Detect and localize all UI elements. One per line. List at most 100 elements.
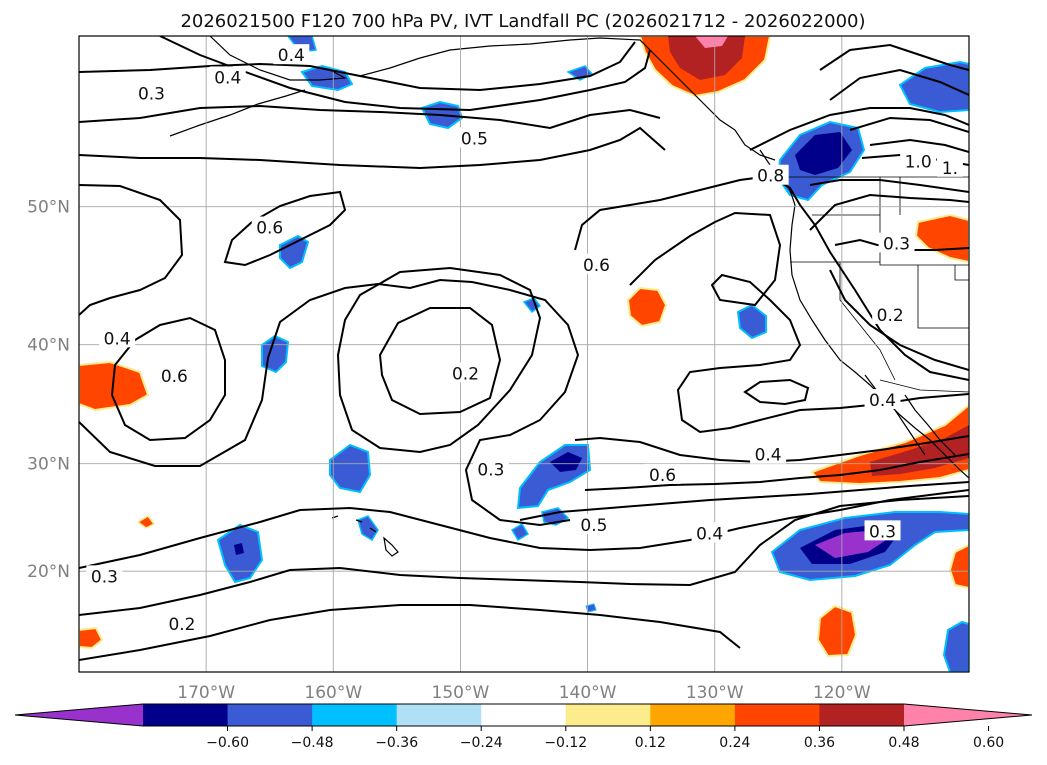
contour-label-bg bbox=[209, 66, 246, 87]
longitude-tick-labels: 170°W 160°W 150°W 140°W 130°W 120°W bbox=[177, 683, 871, 703]
colorbar-segment bbox=[734, 704, 820, 726]
contour-label: 0.4 bbox=[869, 391, 896, 411]
colorbar-segment bbox=[312, 704, 398, 726]
lat-tick-label: 40°N bbox=[27, 336, 70, 356]
contour-0.4-loop bbox=[743, 378, 810, 406]
shaded-negative-163w-43n bbox=[279, 234, 310, 270]
colorbar-outline bbox=[14, 703, 1033, 727]
contour-label: 0.5 bbox=[461, 129, 488, 149]
contour-label-bg bbox=[644, 463, 681, 484]
contour-label-bg bbox=[99, 327, 136, 348]
shaded-positive-alaska-peak bbox=[695, 36, 728, 48]
contour-0.4-west bbox=[79, 184, 184, 316]
border-ca-nv bbox=[839, 262, 896, 381]
contour-label-bg bbox=[864, 389, 901, 410]
contour-label: 0.4 bbox=[104, 329, 131, 349]
shaded-negative-112w-10n bbox=[942, 620, 969, 672]
contour-label-bg bbox=[578, 253, 615, 274]
shaded-negative-central23-core bbox=[550, 452, 582, 472]
border-states-4 bbox=[917, 265, 969, 329]
contour-label-bg bbox=[447, 362, 484, 383]
contour-label-bg bbox=[273, 44, 310, 65]
coastlines bbox=[169, 36, 969, 557]
shaded-positive-small bbox=[136, 515, 156, 529]
shaded-positive-east43 bbox=[914, 213, 969, 264]
lon-tick-label: 170°W bbox=[177, 683, 235, 703]
colorbar-tick-label: 0.36 bbox=[804, 735, 835, 751]
shaded-negative-157w-26n bbox=[329, 443, 372, 494]
lon-tick-label: 150°W bbox=[432, 683, 490, 703]
contour-label: 0.4 bbox=[214, 68, 241, 88]
contour-0.8-north bbox=[829, 68, 969, 101]
contour-label-bg bbox=[936, 156, 963, 177]
contour-labels: 0.3 0.4 0.5 0.6 0.4 0.6 0.2 0.3 0.6 0.8 1.0 1. 0.3 0.… bbox=[86, 44, 963, 635]
colorbar-tick-label: −0.36 bbox=[375, 735, 418, 751]
contour-0.6-top bbox=[79, 126, 666, 170]
shaded-positive-alaska-core bbox=[668, 36, 745, 80]
contour-label: 0.2 bbox=[168, 615, 195, 635]
contour-label-bg bbox=[752, 164, 789, 185]
lon-tick-label: 120°W bbox=[813, 683, 871, 703]
contour-0.3-south bbox=[79, 489, 969, 569]
contour-label: 0.3 bbox=[138, 85, 165, 105]
contour-label-bg bbox=[575, 513, 612, 534]
contour-0.3-center bbox=[336, 266, 542, 454]
contour-label: 0.3 bbox=[869, 522, 896, 542]
shaded-negative-152w-20n bbox=[357, 515, 379, 542]
contour-label-bg bbox=[872, 303, 909, 324]
shaded-negative-pnw-core bbox=[795, 132, 852, 175]
contour-0.2-center bbox=[378, 307, 502, 416]
contour-label-bg bbox=[456, 127, 493, 148]
colorbar-extend-high bbox=[904, 704, 1032, 726]
coast-gulf-california bbox=[904, 394, 956, 456]
lon-tick-label: 130°W bbox=[686, 683, 744, 703]
coast-aleutians bbox=[169, 89, 306, 137]
contour-label-bg bbox=[900, 150, 937, 171]
shaded-positive-central38 bbox=[626, 286, 668, 328]
shaded-positive-east20 bbox=[948, 543, 969, 590]
contour-0.2-bottom bbox=[79, 604, 741, 661]
shaded-negative-168w-20n-core bbox=[234, 543, 244, 555]
contour-lines-ne-2 bbox=[809, 179, 969, 193]
colorbar: −0.60 −0.48 −0.36 −0.24 −0.12 0.12 0.24 0.36 0.4… bbox=[14, 703, 1033, 751]
colorbar-tick-label: 0.24 bbox=[719, 735, 750, 751]
colorbar-segment bbox=[565, 704, 651, 726]
contour-label: 0.4 bbox=[755, 446, 782, 466]
contour-0.6-loop-north bbox=[223, 190, 347, 267]
latitude-tick-labels: 20°N 30°N 40°N 50°N bbox=[27, 198, 70, 583]
shaded-positive-southwest bbox=[79, 626, 104, 650]
lat-tick-label: 30°N bbox=[27, 455, 70, 475]
contour-label-bg bbox=[156, 364, 193, 385]
contour-label: 0.6 bbox=[161, 367, 188, 387]
colorbar-tick-label: 0.12 bbox=[635, 735, 666, 751]
colorbar-tick-label: −0.24 bbox=[460, 735, 503, 751]
figure-title: 2026021500 F120 700 hPa PV, IVT Landfall… bbox=[180, 11, 865, 32]
colorbar-segment bbox=[481, 704, 567, 726]
hawaii-islands bbox=[331, 515, 399, 557]
lat-tick-label: 20°N bbox=[27, 562, 70, 582]
contour-0.8-northeast bbox=[749, 107, 969, 151]
contour-0.6-west bbox=[110, 316, 226, 442]
border-states-5 bbox=[954, 265, 969, 281]
colorbar-segment bbox=[819, 704, 905, 726]
lon-tick-label: 160°W bbox=[304, 683, 362, 703]
contour-label-bg bbox=[163, 613, 200, 634]
shaded-positive-south12 bbox=[816, 604, 858, 658]
contour-label: 0.5 bbox=[580, 516, 607, 536]
pv-contours bbox=[79, 36, 969, 661]
contour-label: 0.8 bbox=[757, 167, 784, 187]
contour-1.2-northeast bbox=[869, 138, 969, 153]
contour-label: 1.0 bbox=[905, 152, 932, 172]
lat-tick-label: 50°N bbox=[27, 198, 70, 218]
lon-tick-label: 140°W bbox=[559, 683, 617, 703]
contour-label: 0.2 bbox=[877, 306, 904, 326]
contour-0.6-midlow bbox=[629, 211, 969, 434]
contour-label: 0.6 bbox=[256, 219, 283, 239]
contour-label: 0.3 bbox=[91, 567, 118, 587]
map-frame bbox=[78, 35, 970, 673]
contour-label: 0.2 bbox=[452, 364, 479, 384]
contour-0.4-east bbox=[829, 269, 969, 371]
coast-alaska bbox=[209, 36, 776, 161]
colorbar-extend-low bbox=[15, 704, 143, 726]
contour-0.3-top bbox=[79, 41, 636, 92]
